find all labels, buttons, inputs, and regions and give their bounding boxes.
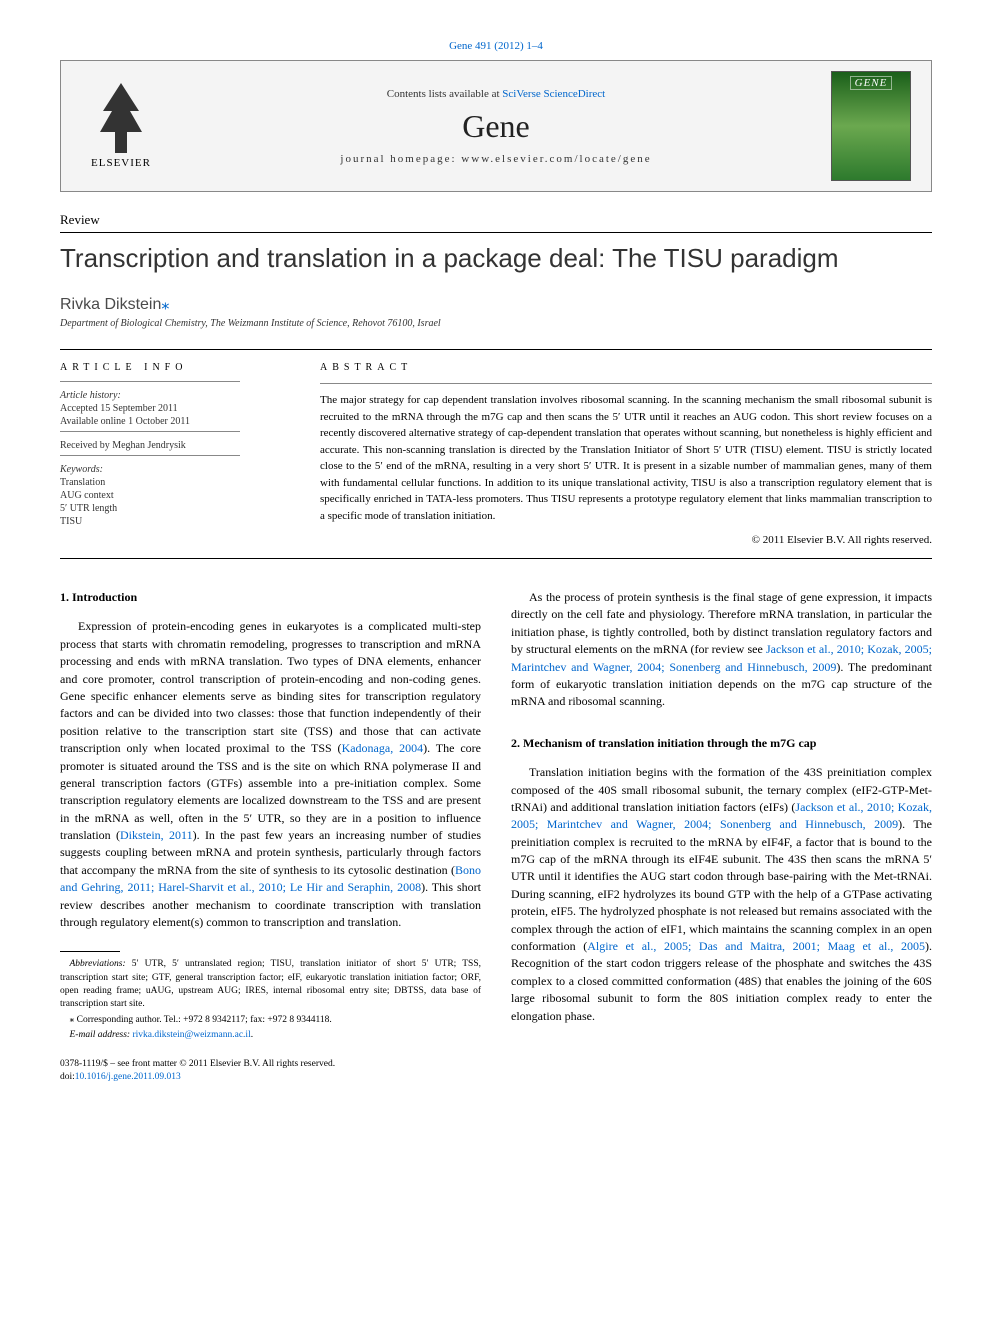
text: ). The preinitiation complex is recruite… bbox=[511, 817, 932, 953]
keywords-label: Keywords: bbox=[60, 464, 270, 475]
section-1-heading: 1. Introduction bbox=[60, 589, 481, 606]
footnote-rule bbox=[60, 951, 120, 952]
author-name: Rivka Dikstein bbox=[60, 296, 161, 313]
accepted-date: Accepted 15 September 2011 bbox=[60, 403, 270, 414]
section-2-para-1: Translation initiation begins with the f… bbox=[511, 764, 932, 1025]
issn-line: 0378-1119/$ – see front matter © 2011 El… bbox=[60, 1058, 481, 1070]
author: Rivka Dikstein⁎ bbox=[60, 294, 932, 314]
keyword: Translation bbox=[60, 477, 270, 488]
info-abstract-row: ARTICLE INFO Article history: Accepted 1… bbox=[60, 349, 932, 559]
journal-header: ELSEVIER Contents lists available at Sci… bbox=[60, 60, 932, 192]
affiliation: Department of Biological Chemistry, The … bbox=[60, 318, 932, 329]
rule bbox=[60, 232, 932, 233]
header-citation: Gene 491 (2012) 1–4 bbox=[60, 40, 932, 52]
history-label: Article history: bbox=[60, 390, 270, 401]
email-label: E-mail address: bbox=[70, 1030, 133, 1040]
abstract-heading: ABSTRACT bbox=[320, 362, 932, 373]
spacer bbox=[511, 711, 932, 735]
abstract-rule bbox=[320, 383, 932, 384]
elsevier-label: ELSEVIER bbox=[91, 157, 151, 169]
section-1-para-2: As the process of protein synthesis is t… bbox=[511, 589, 932, 711]
header-center: Contents lists available at SciVerse Sci… bbox=[161, 88, 831, 165]
text: ). The core promoter is situated around … bbox=[60, 741, 481, 842]
citation[interactable]: Dikstein, 2011 bbox=[120, 828, 193, 842]
corresponding-footnote: ⁎ Corresponding author. Tel.: +972 8 934… bbox=[60, 1014, 481, 1027]
elsevier-tree-icon bbox=[91, 83, 151, 153]
info-rule bbox=[60, 381, 240, 382]
doi-link[interactable]: 10.1016/j.gene.2011.09.013 bbox=[75, 1072, 181, 1082]
right-column: As the process of protein synthesis is t… bbox=[511, 589, 932, 1083]
bottom-meta: 0378-1119/$ – see front matter © 2011 El… bbox=[60, 1058, 481, 1083]
text: . bbox=[251, 1030, 253, 1040]
email-link[interactable]: rivka.dikstein@weizmann.ac.il bbox=[132, 1030, 250, 1040]
journal-name: Gene bbox=[161, 108, 831, 145]
abbrev-label: Abbreviations: bbox=[70, 959, 126, 969]
citation[interactable]: Kadonaga, 2004 bbox=[342, 741, 424, 755]
available-date: Available online 1 October 2011 bbox=[60, 416, 270, 427]
journal-homepage: journal homepage: www.elsevier.com/locat… bbox=[161, 153, 831, 165]
corresponding-mark[interactable]: ⁎ bbox=[161, 296, 169, 313]
info-rule bbox=[60, 455, 240, 456]
abbreviations-footnote: Abbreviations: 5′ UTR, 5′ untranslated r… bbox=[60, 958, 481, 1011]
article-type: Review bbox=[60, 212, 932, 228]
keyword: AUG context bbox=[60, 490, 270, 501]
cover-title: GENE bbox=[850, 76, 893, 90]
doi-label: doi: bbox=[60, 1072, 75, 1082]
footnotes: Abbreviations: 5′ UTR, 5′ untranslated r… bbox=[60, 958, 481, 1042]
keyword: 5′ UTR length bbox=[60, 503, 270, 514]
info-rule bbox=[60, 431, 240, 432]
journal-cover-thumbnail: GENE bbox=[831, 71, 911, 181]
article-title: Transcription and translation in a packa… bbox=[60, 243, 932, 274]
abstract-copyright: © 2011 Elsevier B.V. All rights reserved… bbox=[320, 534, 932, 546]
doi-line: doi:10.1016/j.gene.2011.09.013 bbox=[60, 1071, 481, 1083]
section-2-heading: 2. Mechanism of translation initiation t… bbox=[511, 735, 932, 752]
keyword: TISU bbox=[60, 516, 270, 527]
contents-line: Contents lists available at SciVerse Sci… bbox=[161, 88, 831, 100]
info-heading: ARTICLE INFO bbox=[60, 362, 270, 373]
received-by: Received by Meghan Jendrysik bbox=[60, 440, 270, 451]
abstract: ABSTRACT The major strategy for cap depe… bbox=[310, 350, 932, 558]
contents-pre: Contents lists available at bbox=[387, 88, 502, 100]
abstract-text: The major strategy for cap dependent tra… bbox=[320, 392, 932, 524]
section-1-para-1: Expression of protein-encoding genes in … bbox=[60, 618, 481, 931]
elsevier-logo: ELSEVIER bbox=[81, 76, 161, 176]
left-column: 1. Introduction Expression of protein-en… bbox=[60, 589, 481, 1083]
citation[interactable]: Algire et al., 2005; Das and Maitra, 200… bbox=[587, 939, 925, 953]
body-columns: 1. Introduction Expression of protein-en… bbox=[60, 589, 932, 1083]
sciencedirect-link[interactable]: SciVerse ScienceDirect bbox=[502, 88, 605, 100]
email-footnote: E-mail address: rivka.dikstein@weizmann.… bbox=[60, 1029, 481, 1042]
text: Expression of protein-encoding genes in … bbox=[60, 619, 481, 755]
article-info: ARTICLE INFO Article history: Accepted 1… bbox=[60, 350, 280, 558]
